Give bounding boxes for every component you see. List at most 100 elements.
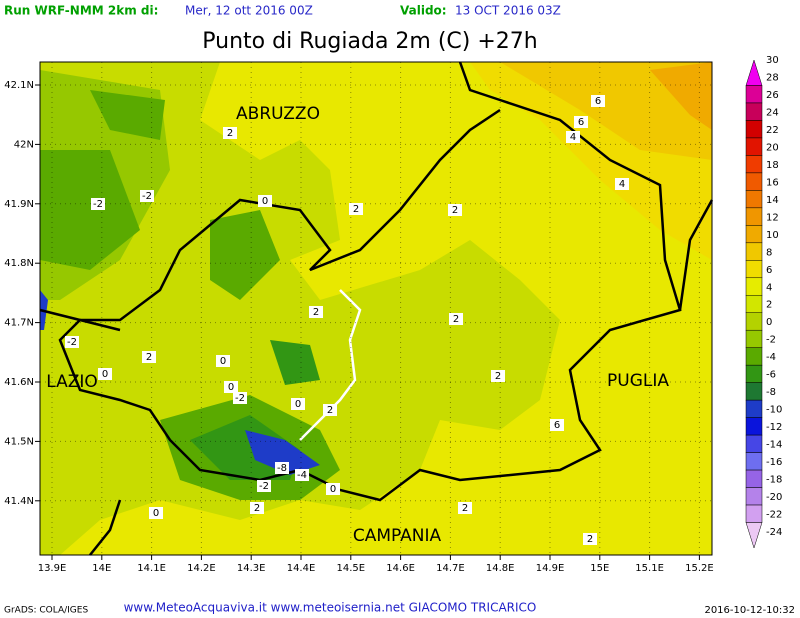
colorbar-swatch	[745, 120, 763, 139]
colorbar-label: 26	[766, 90, 779, 101]
contour-label: 0	[220, 356, 226, 367]
colorbar-label: -6	[766, 370, 776, 381]
colorbar-swatch	[745, 382, 763, 401]
lon-tick-label: 14.2E	[187, 563, 216, 574]
colorbar-swatch	[745, 329, 763, 348]
colorbar-swatch	[745, 312, 763, 331]
contour-label-bg	[349, 203, 363, 215]
contour-label-bg	[98, 368, 112, 380]
lat-tick-label: 41.8N	[4, 258, 34, 269]
warm-field	[500, 62, 712, 160]
contour-label-bg	[224, 381, 238, 393]
contour-label: 4	[619, 179, 625, 190]
contour-label-bg	[574, 116, 588, 128]
colorbar-swatch	[745, 59, 763, 86]
colorbar-swatch	[745, 452, 763, 471]
colorbar-label: -14	[766, 440, 782, 451]
colorbar-label: 10	[766, 230, 779, 241]
init-time: Mer, 12 ott 2016 00Z	[185, 4, 313, 18]
colorbar-label: -22	[766, 510, 782, 521]
contour-label: 2	[227, 128, 233, 139]
contour-label-bg	[550, 419, 564, 431]
field	[40, 62, 712, 555]
contour-label-bg	[91, 198, 105, 210]
colorbar-swatch	[745, 85, 763, 104]
contour-label: 2	[353, 204, 359, 215]
lat-tick-label: 42N	[14, 139, 34, 150]
colorbar-swatch	[745, 190, 763, 209]
contour-label: 0	[102, 369, 108, 380]
colorbar-label: 12	[766, 212, 779, 223]
contour-label-bg	[149, 507, 163, 519]
contour-label: 2	[495, 371, 501, 382]
colorbar-label: 4	[766, 282, 772, 293]
contour-label-bg	[275, 462, 289, 474]
contour-label: 6	[595, 96, 601, 107]
colorbar-swatch	[745, 172, 763, 191]
colorbar-label: -20	[766, 492, 782, 503]
colorbar-label: 22	[766, 125, 779, 136]
lat-tick-label: 41.5N	[4, 436, 34, 447]
lon-tick-label: 13.9E	[38, 563, 67, 574]
border	[678, 199, 714, 311]
footer-center: www.MeteoAcquaviva.it www.meteoisernia.n…	[124, 601, 537, 615]
contour-label: 2	[327, 405, 333, 416]
colorbar-swatch	[745, 522, 763, 549]
moist-field	[270, 340, 320, 385]
lon-tick-label: 14.9E	[536, 563, 565, 574]
lon-tick-label: 15.2E	[685, 563, 714, 574]
colorbar-label: -2	[766, 335, 776, 346]
contour-label: 0	[228, 382, 234, 393]
colorbar-swatch	[745, 207, 763, 226]
contour-label: -2	[93, 199, 103, 210]
colorbar-swatch	[745, 434, 763, 453]
region-label: CAMPANIA	[353, 526, 442, 546]
contour-label-bg	[309, 306, 323, 318]
contour-label-bg	[615, 178, 629, 190]
contour-label: 0	[153, 508, 159, 519]
valid-time: 13 OCT 2016 03Z	[455, 4, 561, 18]
colorbar-label: 20	[766, 142, 779, 153]
contour-label: 2	[254, 503, 260, 514]
contour-label-bg	[142, 351, 156, 363]
colorbar-label: 0	[766, 317, 772, 328]
region-label: LAZIO	[46, 372, 98, 392]
contour-label-bg	[223, 127, 237, 139]
lon-tick-label: 15.1E	[635, 563, 664, 574]
border	[58, 61, 682, 502]
lon-tick-label: 14.4E	[287, 563, 316, 574]
colorbar-swatch	[745, 277, 763, 296]
colorbar-swatch	[745, 260, 763, 279]
contour-label-bg	[65, 336, 79, 348]
contour-label-bg	[291, 398, 305, 410]
contour-label-bg	[491, 370, 505, 382]
contour-label-bg	[591, 95, 605, 107]
contour-label-bg	[250, 502, 264, 514]
region-label: ABRUZZO	[236, 104, 320, 124]
colorbar-swatch	[745, 155, 763, 174]
colorbar-swatch	[745, 417, 763, 436]
colorbar-label: 8	[766, 247, 772, 258]
contour-label: 2	[146, 352, 152, 363]
contour-label: -8	[277, 463, 287, 474]
footer-right: 2016-10-12-10:32	[704, 605, 795, 616]
contour-label: -2	[67, 337, 77, 348]
lon-tick-label: 14.3E	[237, 563, 266, 574]
border	[89, 499, 122, 556]
lon-tick-label: 14.7E	[436, 563, 465, 574]
colorbar-swatch	[745, 364, 763, 383]
contour-label-bg	[257, 480, 271, 492]
contour-label: 0	[295, 399, 301, 410]
colorbar-swatch	[745, 242, 763, 261]
contour-label-bg	[258, 195, 272, 207]
lat-tick-label: 41.7N	[4, 318, 34, 329]
lat-tick-label: 41.4N	[4, 496, 34, 507]
colorbar-swatch	[745, 102, 763, 121]
contour-label: -2	[235, 393, 245, 404]
run-label: Run WRF-NMM 2km di:	[4, 4, 158, 18]
contour-label-bg	[448, 204, 462, 216]
colorbar-swatch	[745, 487, 763, 506]
lat-tick-label: 41.6N	[4, 377, 34, 388]
colorbar-label: 14	[766, 195, 779, 206]
lon-tick-label: 14.6E	[386, 563, 415, 574]
